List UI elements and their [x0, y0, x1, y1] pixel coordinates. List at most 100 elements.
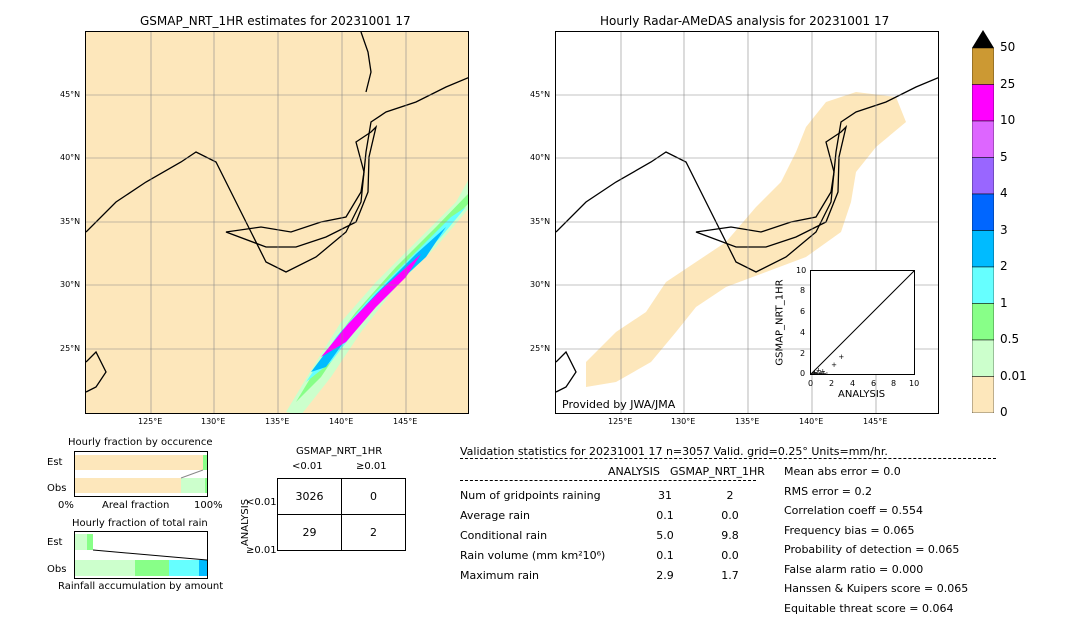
colorbar-extend-arrow	[972, 30, 994, 48]
row-label: Conditional rain	[460, 529, 630, 549]
cell-false-alarm: 0	[342, 479, 406, 515]
tot-obs-a	[75, 560, 135, 576]
scatter-points: ++++++++++++++++	[811, 353, 844, 374]
contingency-col2: ≥0.01	[356, 461, 387, 472]
colorbar-swatch	[972, 267, 994, 304]
validation-row: Average rain 0.1 0.0	[460, 509, 760, 529]
score-pod: Probability of detection = 0.065	[784, 540, 968, 560]
colorbar-label: 2	[1000, 259, 1008, 273]
colorbar-swatch	[972, 85, 994, 122]
scatter-point: +	[838, 353, 844, 361]
score-corr: Correlation coeff = 0.554	[784, 501, 968, 521]
occ-axis-mid: Areal fraction	[102, 500, 169, 511]
left-lon-125: 125°E	[138, 417, 162, 426]
validation-header: Validation statistics for 20231001 17 n=…	[460, 445, 888, 458]
validation-scores: Mean abs error = 0.0 RMS error = 0.2 Cor…	[784, 462, 968, 618]
total-title: Hourly fraction of total rain	[72, 518, 208, 529]
colorbar-label: 3	[1000, 223, 1008, 237]
score-freq-bias: Frequency bias = 0.065	[784, 521, 968, 541]
occurrence-chart	[74, 451, 208, 497]
left-lat-25: 25°N	[60, 344, 80, 353]
scatter-ytick-0: 0	[800, 369, 805, 378]
validation-row: Rain volume (mm km²10⁶) 0.1 0.0	[460, 549, 760, 569]
scatter-ytick-8: 8	[800, 286, 805, 295]
right-lon-130: 130°E	[671, 417, 695, 426]
occurrence-title: Hourly fraction by occurence	[68, 437, 212, 448]
scatter-ylabel: GSMAP_NRT_1HR	[775, 279, 786, 365]
row-analysis: 0.1	[630, 509, 700, 529]
colorbar-label: 10	[1000, 113, 1015, 127]
coastline-mainland	[86, 77, 469, 272]
validation-col-analysis: ANALYSIS	[608, 465, 660, 478]
contingency-table: 3026 0 29 2	[277, 478, 406, 551]
scatter-ytick-2: 2	[800, 349, 805, 358]
row-label: Maximum rain	[460, 569, 630, 589]
score-rmse: RMS error = 0.2	[784, 482, 968, 502]
scatter-plot: ++++++++++++++++	[810, 270, 915, 375]
validation-rows: Num of gridpoints raining 31 2 Average r…	[460, 489, 760, 589]
row-label: Rain volume (mm km²10⁶)	[460, 549, 630, 569]
scatter-point: +	[812, 368, 818, 374]
coastline-sakhalin	[361, 32, 371, 92]
score-ets: Equitable threat score = 0.064	[784, 599, 968, 618]
colorbar-swatch	[972, 158, 994, 195]
row-gsmap: 9.8	[700, 529, 760, 549]
row-label: Average rain	[460, 509, 630, 529]
left-lat-35: 35°N	[60, 217, 80, 226]
scatter-xtick-10: 10	[909, 379, 919, 388]
colorbar-label: 0	[1000, 405, 1008, 419]
colorbar-label: 50	[1000, 40, 1015, 54]
right-lon-125: 125°E	[608, 417, 632, 426]
scatter-point: +	[818, 369, 824, 374]
total-footer: Rainfall accumulation by amount	[58, 581, 223, 592]
validation-col-gsmap: GSMAP_NRT_1HR	[670, 465, 765, 478]
right-lat-40: 40°N	[530, 153, 550, 162]
right-lon-140: 140°E	[799, 417, 823, 426]
occ-obs-rain2	[205, 478, 207, 493]
coastline-taiwan	[86, 352, 106, 392]
left-lon-140: 140°E	[329, 417, 353, 426]
occ-connector	[181, 470, 203, 478]
right-lat-25: 25°N	[530, 344, 550, 353]
colorbar-swatch	[972, 304, 994, 341]
left-map-grid	[86, 32, 469, 414]
contingency-row2: ≥0.01	[246, 545, 277, 556]
row-analysis: 0.1	[630, 549, 700, 569]
scatter-canvas: ++++++++++++++++	[811, 271, 914, 374]
tot-obs-b	[135, 560, 169, 576]
colorbar-swatch	[972, 377, 994, 414]
score-mae: Mean abs error = 0.0	[784, 462, 968, 482]
tot-obs-d	[199, 560, 207, 576]
scatter-xtick-0: 0	[808, 379, 813, 388]
occ-obs-label: Obs	[47, 483, 66, 494]
tot-obs-label: Obs	[47, 564, 66, 575]
tot-connector	[93, 550, 207, 560]
scatter-xtick-4: 4	[850, 379, 855, 388]
coastline-japan	[226, 127, 376, 247]
right-lat-35: 35°N	[530, 217, 550, 226]
scatter-ytick-10: 10	[796, 266, 806, 275]
occ-obs-rain	[181, 478, 205, 493]
left-lon-130: 130°E	[201, 417, 225, 426]
occurrence-canvas	[75, 452, 207, 496]
total-chart	[74, 531, 208, 579]
scatter-xtick-2: 2	[829, 379, 834, 388]
contingency-col1: <0.01	[292, 461, 323, 472]
right-lon-145: 145°E	[863, 417, 887, 426]
row-analysis: 5.0	[630, 529, 700, 549]
occ-est-rain	[203, 455, 207, 470]
occ-axis-right: 100%	[194, 500, 223, 511]
left-map	[85, 31, 469, 414]
left-lat-45: 45°N	[60, 90, 80, 99]
colorbar-label: 0.5	[1000, 332, 1019, 346]
row-gsmap: 2	[700, 489, 760, 509]
scatter-ytick-4: 4	[800, 328, 805, 337]
colorbar-label: 5	[1000, 150, 1008, 164]
colorbar-swatch	[972, 231, 994, 268]
left-lon-145: 145°E	[393, 417, 417, 426]
validation-row: Maximum rain 2.9 1.7	[460, 569, 760, 589]
scatter-point: +	[831, 361, 837, 369]
score-hk: Hanssen & Kuipers score = 0.065	[784, 579, 968, 599]
validation-divider-2	[460, 480, 756, 481]
row-analysis: 31	[630, 489, 700, 509]
